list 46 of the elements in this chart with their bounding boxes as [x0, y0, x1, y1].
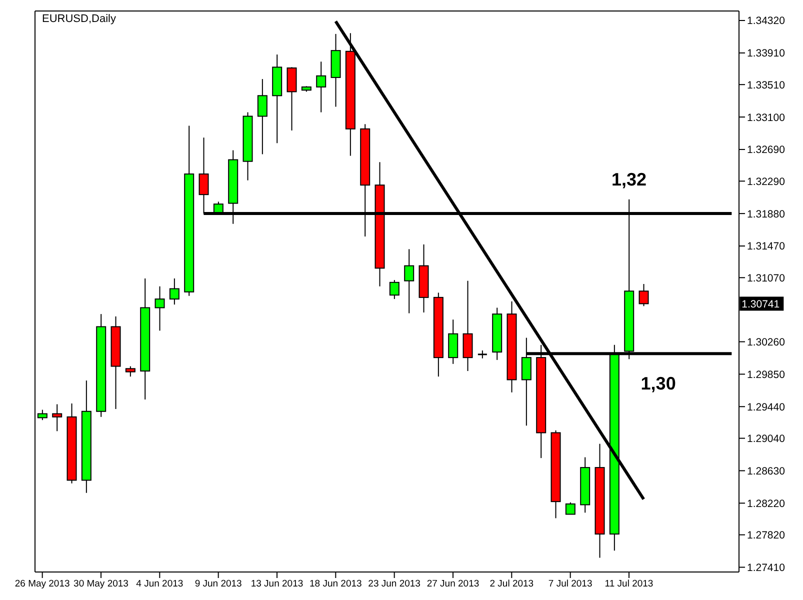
- y-tick-label: 1.34320: [747, 15, 786, 28]
- x-tick-label: 11 Jul 2013: [604, 578, 654, 590]
- y-tick-label: 1.33100: [747, 112, 786, 124]
- x-tick-label: 27 Jun 2013: [426, 578, 480, 590]
- candlestick: [169, 278, 180, 306]
- y-tick-label: 1.29040: [747, 433, 786, 446]
- y-tick-label: 1.29850: [747, 368, 786, 381]
- candlestick: [257, 78, 268, 155]
- y-tick-label: 1.27820: [747, 530, 786, 542]
- candlestick: [52, 404, 62, 432]
- candlestick: [154, 286, 165, 332]
- annotation: 1,30: [640, 374, 676, 394]
- x-tick-label: 18 Jun 2013: [310, 578, 362, 590]
- candlestick: [404, 248, 414, 314]
- candlestick: [565, 502, 576, 515]
- x-tick-label: 9 Jun 2013: [194, 578, 242, 590]
- x-tick-label: 26 May 2013: [14, 578, 70, 590]
- y-tick-label: 1.31470: [747, 240, 786, 253]
- y-tick-label: 1.33910: [747, 48, 786, 60]
- x-tick-label: 4 Jun 2013: [136, 578, 184, 590]
- y-tick-label: 1.30260: [747, 336, 786, 348]
- x-tick-label: 23 Jun 2013: [368, 578, 420, 590]
- x-tick-label: 7 Jul 2013: [548, 578, 592, 590]
- candlestick: [286, 66, 297, 131]
- y-tick-label: 1.28630: [747, 465, 786, 478]
- y-tick-label: 1.33510: [747, 79, 786, 92]
- y-tick-label: 1.32290: [747, 176, 786, 188]
- text: 1.30741: [742, 298, 780, 311]
- candlestick: [316, 61, 326, 113]
- x-tick-label: 13 Jun 2013: [250, 578, 304, 590]
- annotation: 1,32: [611, 169, 647, 190]
- candlestick: [125, 366, 136, 378]
- y-tick-label: 1.28220: [747, 498, 786, 510]
- y-tick-label: 1.29440: [747, 401, 786, 414]
- chart-title: EURUSD,Daily: [42, 13, 116, 25]
- x-tick-label: 2 Jul 2013: [490, 578, 534, 590]
- candlestick: [389, 280, 400, 300]
- x-tick-label: 30 May 2013: [74, 578, 128, 590]
- candlestick: [638, 283, 649, 307]
- candlestick: [462, 280, 473, 372]
- y-tick-label: 1.31880: [747, 208, 786, 220]
- y-tick-label: 1.32690: [747, 144, 786, 156]
- y-tick-label: 1.27410: [747, 562, 786, 574]
- candlestick: [448, 319, 458, 364]
- y-tick-label: 1.31070: [747, 272, 786, 284]
- candlestick: [37, 409, 48, 421]
